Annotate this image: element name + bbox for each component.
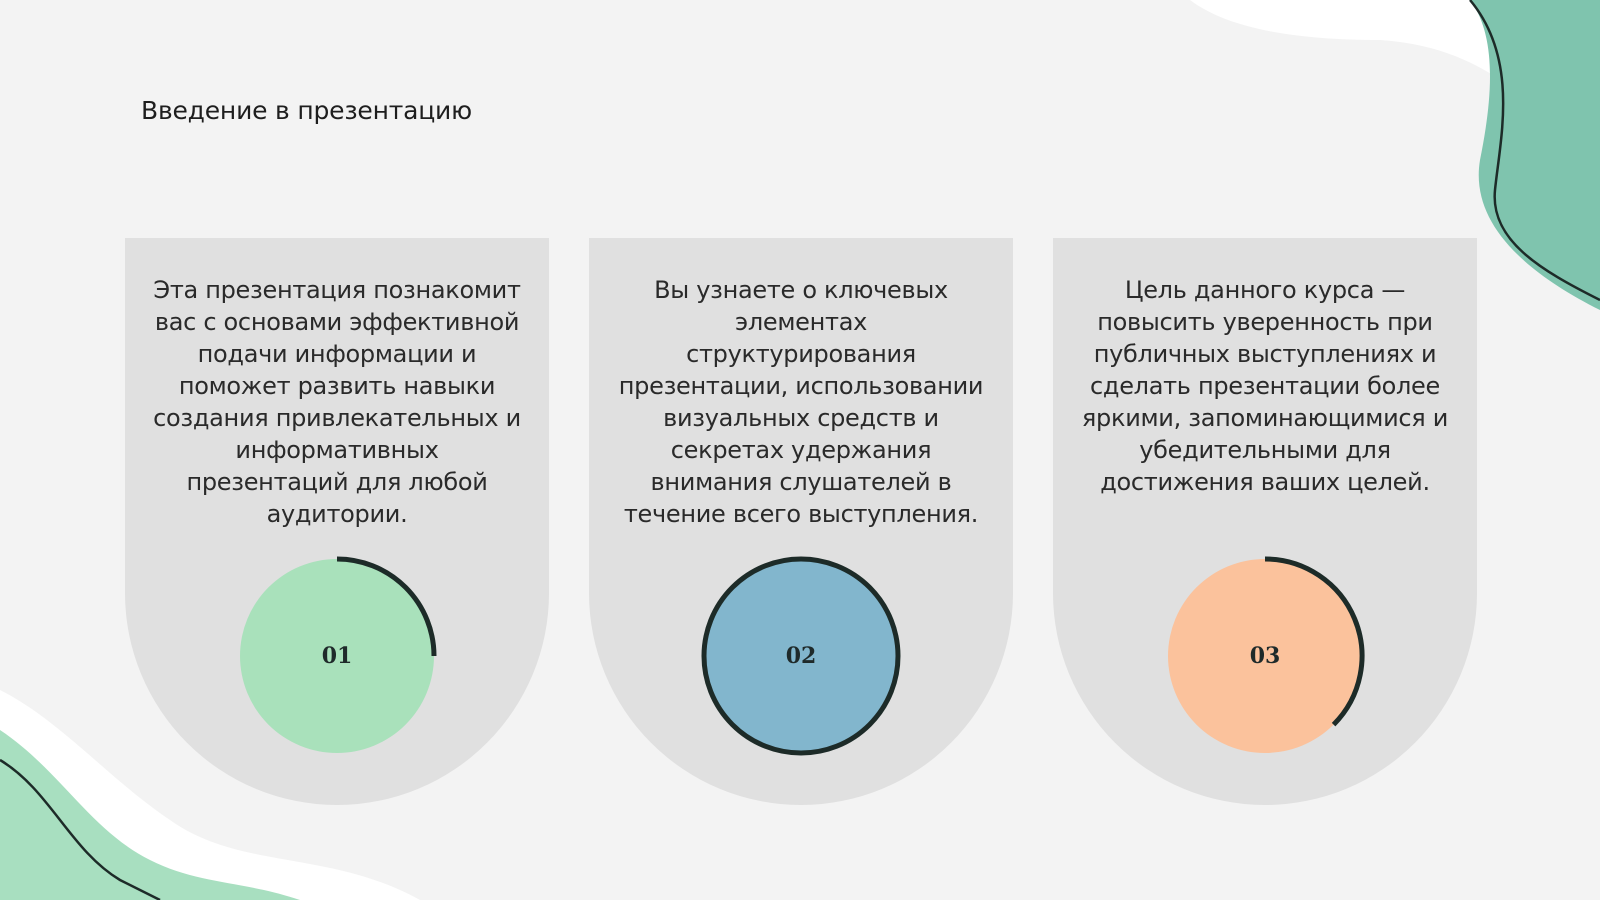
ring xyxy=(240,556,437,753)
card-text: Вы узнаете о ключевых элементах структур… xyxy=(618,276,984,528)
circle xyxy=(701,556,901,756)
circle xyxy=(1168,559,1362,753)
card: Вы узнаете о ключевых элементах структур… xyxy=(589,238,1013,805)
ring xyxy=(701,556,901,756)
blob-line-bottom xyxy=(0,758,161,900)
ring xyxy=(1168,556,1365,753)
circle xyxy=(240,559,434,753)
slide-title: Введение в презентацию xyxy=(141,96,472,125)
card-number: 03 xyxy=(1249,643,1281,669)
card-number: 01 xyxy=(321,643,353,669)
card-number: 02 xyxy=(785,643,817,669)
blob-line-top xyxy=(1469,0,1600,302)
blob-green-bottom xyxy=(0,730,300,900)
card: Эта презентация познакомит вас с основам… xyxy=(125,238,549,805)
card: Цель данного курса — повысить уверенност… xyxy=(1053,238,1477,805)
card-text: Эта презентация познакомит вас с основам… xyxy=(153,276,521,528)
ring-arc xyxy=(1264,556,1365,727)
card-text: Цель данного курса — повысить уверенност… xyxy=(1081,276,1449,496)
ring-arc xyxy=(336,556,437,657)
